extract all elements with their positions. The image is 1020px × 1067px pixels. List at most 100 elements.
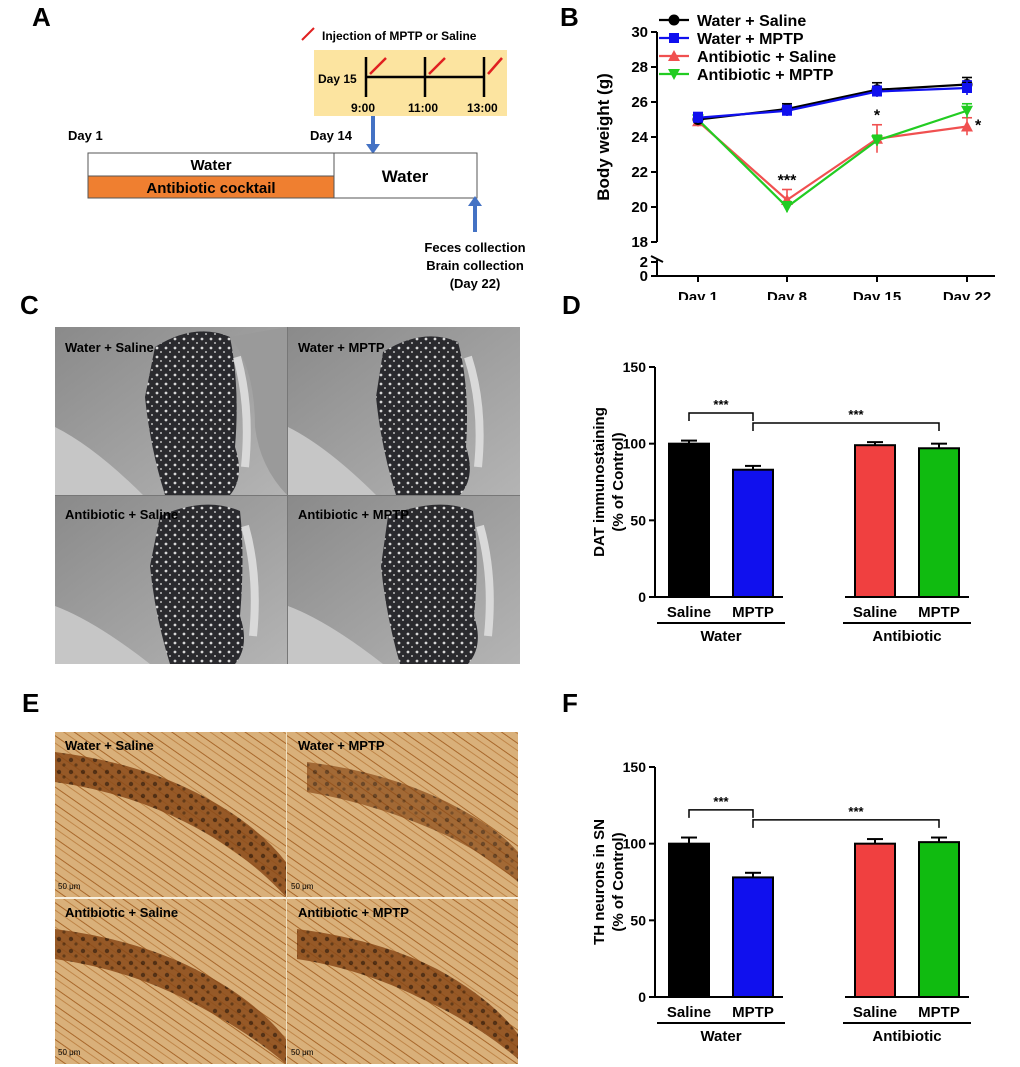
bar-label: MPTP (918, 604, 960, 621)
x-tick-label: Day 8 (767, 289, 807, 300)
x-tick-label: Day 22 (943, 289, 991, 300)
experiment-schematic: Injection of MPTP or Saline Day 15 9:00 … (68, 27, 526, 291)
data-point (871, 135, 883, 147)
antibiotic-bar-label: Antibiotic cocktail (146, 180, 275, 197)
bar-label: Saline (667, 604, 711, 621)
bar (668, 442, 710, 598)
y-axis-label: Body weight (g) (594, 73, 613, 200)
axis-break-mark (650, 255, 664, 263)
dat-label-antibiotic-saline: Antibiotic + Saline (65, 507, 179, 522)
panel-letter-c: C (20, 290, 39, 320)
y-tick-label: 0 (638, 989, 646, 1005)
legend-marker (669, 33, 679, 43)
bar-label: Saline (853, 604, 897, 621)
collection-line-3: (Day 22) (450, 276, 501, 291)
scale-bar-4: 50 μm (291, 1048, 314, 1057)
significance-bracket (752, 819, 940, 828)
significance-bracket (688, 412, 754, 421)
bar-label: Saline (853, 1004, 897, 1021)
bar (732, 468, 774, 599)
th-label-water-saline: Water + Saline (65, 738, 154, 753)
dat-label-antibiotic-mptp: Antibiotic + MPTP (298, 507, 409, 522)
y-tick-label: 20 (631, 199, 648, 216)
y-tick-label: 18 (631, 234, 648, 251)
significance-annotation: * (975, 118, 982, 135)
y-tick-label: 26 (631, 94, 648, 111)
body-weight-chart: 18 20 22 24 26 28 30 02 Day 1 Day 8 Day 15 Day 22 Bo… (594, 13, 995, 300)
group-label: Antibiotic (872, 1028, 941, 1045)
dat-label-water-saline: Water + Saline (65, 340, 154, 355)
day1-label: Day 1 (68, 128, 103, 143)
scale-bar-3: 50 μm (58, 1048, 81, 1057)
dat-label-water-mptp: Water + MPTP (298, 340, 385, 355)
data-point (782, 105, 792, 116)
data-point (781, 202, 793, 213)
series-antibiotic-saline (692, 115, 973, 211)
data-point (961, 105, 973, 117)
bar-label: Saline (667, 1004, 711, 1021)
series-line (697, 120, 968, 202)
th-label-antibiotic-saline: Antibiotic + Saline (65, 905, 179, 920)
legend-label: Antibiotic + Saline (697, 49, 836, 66)
legend-label: Water + MPTP (697, 31, 804, 48)
y-tick-label: 30 (631, 24, 648, 41)
panel-letter-d: D (562, 290, 581, 320)
y-axis-label-sub: (% of Control) (610, 832, 627, 931)
th-micrographs: Water + Saline Water + MPTP Antibiotic +… (55, 732, 518, 1064)
dat-bar-chart: 0 50 100 150 DAT immunostaining (% of Control… (591, 359, 971, 645)
panel-letter-b: B (560, 2, 579, 32)
bar (918, 841, 960, 998)
scale-bar-2: 50 μm (291, 882, 314, 891)
y-tick-label: 22 (631, 164, 648, 181)
th-micrograph-image (55, 732, 518, 1064)
significance-label: *** (713, 794, 729, 809)
injection-mark-1 (369, 57, 387, 75)
legend-label: Water + Saline (697, 13, 806, 30)
legend-marker (668, 14, 680, 26)
injection-mark-3 (487, 57, 503, 75)
significance-bracket (752, 422, 940, 431)
th-bar-chart: 0 50 100 150 TH neurons in SN (% of Control) S… (591, 759, 971, 1045)
bar (854, 444, 896, 598)
y-axis-label: TH neurons in SN (591, 819, 608, 945)
bar (854, 842, 896, 998)
group-label: Antibiotic (872, 628, 941, 645)
time-label-1: 11:00 (408, 101, 438, 115)
y-tick-label: 0 (640, 268, 648, 285)
panel-letter-a: A (32, 2, 51, 32)
data-point (872, 86, 882, 97)
y-tick-label: 100 (623, 836, 647, 852)
bar (732, 876, 774, 998)
day14-label: Day 14 (310, 128, 353, 143)
data-point (961, 120, 973, 132)
injection-box (314, 50, 507, 116)
panel-letter-f: F (562, 688, 578, 718)
group-label: Water (700, 628, 741, 645)
panel-letter-e: E (22, 688, 40, 718)
y-tick-label: 2 (640, 254, 648, 271)
significance-bracket (688, 809, 754, 818)
injection-note: Injection of MPTP or Saline (322, 29, 477, 43)
legend-marker (668, 50, 680, 61)
y-tick-label: 150 (623, 359, 647, 375)
series-water-mptp (693, 80, 972, 123)
time-label-0: 9:00 (351, 101, 375, 115)
significance-label: *** (713, 397, 729, 412)
data-point (962, 83, 972, 93)
y-axis-label-sub: (% of Control) (610, 432, 627, 531)
th-label-water-mptp: Water + MPTP (298, 738, 385, 753)
data-point (693, 112, 703, 123)
dat-micrograph-image (55, 327, 520, 664)
y-tick-label: 50 (630, 912, 646, 928)
bar (668, 842, 710, 998)
significance-annotation: * (874, 108, 881, 125)
y-axis-label: DAT immunostaining (591, 407, 608, 557)
bar (918, 447, 960, 599)
significance-label: *** (848, 407, 864, 422)
group-label: Water (700, 1028, 741, 1045)
water-bar-2-label: Water (382, 167, 429, 186)
y-tick-label: 28 (631, 59, 648, 76)
y-tick-label: 50 (630, 512, 646, 528)
legend-label: Antibiotic + MPTP (697, 67, 834, 84)
y-tick-label: 24 (631, 129, 648, 146)
